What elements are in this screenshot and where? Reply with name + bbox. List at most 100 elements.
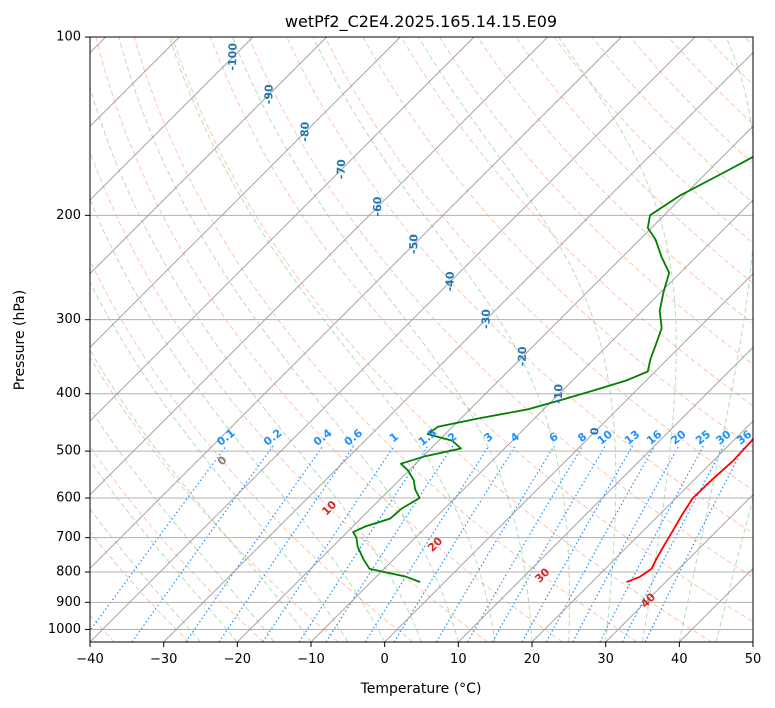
y-tick-label: 600 [56,491,81,506]
moist-adiabat-line [90,407,275,642]
isotherm-line [90,37,548,496]
isotherm-line [90,37,696,642]
moist-adiabat-line [558,37,677,642]
x-tick-label: 20 [524,652,541,667]
y-tick-label: 800 [56,565,81,580]
x-tick-label: 0 [381,652,389,667]
x-tick-label: 50 [745,652,762,667]
isotherm-line [458,346,753,642]
mixing-ratio-line [262,445,395,642]
isotherm-label: -90 [262,84,276,105]
mixing-ratio-line [545,445,656,642]
axis-ticks: −40 −30 −20 −10 0 10 20 30 40 50 100 200 300 400 500 60… [48,30,761,668]
mixing-ratio-line [90,445,227,632]
dry-adiabat-line [400,37,753,407]
dry-adiabat-line [591,37,753,204]
x-tick-label: −10 [297,652,324,667]
y-tick-label: 1000 [48,622,81,637]
plot-area [90,37,753,642]
x-axis-title: Temperature (°C) [360,681,482,697]
dry-adiabat-line [248,37,753,578]
y-tick-label: 100 [56,30,81,45]
isotherm-line [163,52,753,642]
moist-adiabats [90,37,753,642]
y-tick-label: 500 [56,444,81,459]
mixing-ratio-line [364,445,490,642]
y-tick-label: 200 [56,208,81,223]
isotherm-line [90,37,254,201]
dry-adiabat-line [90,150,488,642]
moist-adiabat-line [90,508,201,642]
x-tick-label: −20 [224,652,251,667]
moist-adiabat-line [90,349,312,642]
mixing-ratio-line [644,445,746,642]
dry-adiabat-line [553,37,753,244]
temperature-profile-line [626,436,753,583]
y-tick-label: 400 [56,386,81,401]
isotherm-label: -100 [226,43,240,71]
moist-adiabat-line [90,281,349,642]
y-tick-label: 900 [56,595,81,610]
isotherm-line [90,37,401,348]
moist-adiabat-line [90,459,238,642]
isotherm-label: 0 [588,427,601,435]
dry-adiabat-line [210,37,753,623]
moist-adiabat-line [312,37,570,642]
dry-adiabat-line [90,356,339,642]
profiles [352,155,753,583]
moist-adiabat-line [90,85,422,642]
dry-adiabat-line [324,37,753,491]
y-axis-title: Pressure (hPa) [12,290,28,390]
dry-adiabat-line [171,37,712,642]
isotherm-label: -40 [443,271,457,292]
isotherm-label: -10 [552,383,566,404]
x-tick-label: −30 [150,652,177,667]
isotherm-line [531,420,753,642]
mixing-ratio-line [325,445,454,642]
isotherm-line [605,494,753,642]
mixing-ratio-line [131,445,274,642]
isotherm-line [237,125,753,642]
isotherm-line [90,37,622,569]
dry-adiabat-line [438,37,753,366]
pressure-gridlines [90,37,753,630]
isotherm-line [90,37,475,422]
isotherm-label: -50 [407,234,421,255]
plot-frame [89,36,754,643]
x-tick-label: 40 [671,652,688,667]
dry-adiabat-line [286,37,753,534]
mixing-ratio-line [466,445,584,642]
dry-adiabat-line [477,37,753,325]
mixing-ratio-line [491,445,606,642]
isotherm-label: -60 [371,196,385,217]
isotherm-line [384,273,753,642]
dry-adiabat-line [133,37,638,642]
x-tick-label: 30 [597,652,614,667]
moist-adiabat-line [715,497,753,642]
isotherm-line [90,37,327,275]
y-tick-label: 300 [56,312,81,327]
dewpoint-profile-line [352,155,753,583]
x-tick-label: −40 [76,652,103,667]
moist-adiabat-line [90,198,386,642]
isotherm-label: -20 [516,346,530,367]
isotherm-line [310,199,753,642]
mixing-ratio-line [521,445,634,642]
mixing-ratio-line [599,445,704,642]
chart-title: wetPf2_C2E4.2025.165.14.15.E09 [285,12,557,32]
y-tick-label: 700 [56,530,81,545]
moist-adiabat-line [168,37,496,642]
moist-adiabat-line [118,37,459,642]
mixing-ratio-label: 36 [734,427,754,447]
dry-adiabat-line [95,37,563,642]
dry-adiabat-line [90,531,190,642]
isotherms [90,37,753,642]
mixing-ratio-line [298,445,429,642]
moist-adiabat-line [417,37,617,642]
isotherm-label: -80 [298,121,312,142]
x-tick-label: 10 [450,652,467,667]
plot-content: -100-90-80-70-60-50-40-30-20-1000.1 0.2 0.… [90,37,754,642]
mixing-ratio-line [572,445,680,642]
moist-adiabat-line [678,37,753,642]
